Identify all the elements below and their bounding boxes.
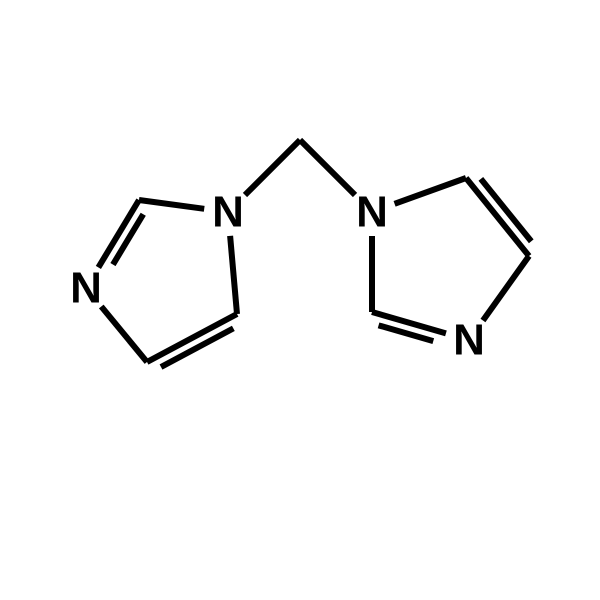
bond-line [483, 256, 529, 320]
atom-label-N: N [70, 264, 102, 313]
bond-line [139, 200, 204, 209]
bond-line [372, 312, 446, 333]
bond-line [395, 178, 466, 204]
atom-label-N: N [453, 316, 485, 365]
bond-line [147, 314, 237, 362]
bond-line [245, 140, 300, 195]
bond-line [300, 140, 355, 195]
bond-line [101, 307, 147, 362]
bond-line [466, 178, 529, 256]
molecule-canvas: N N N N [0, 0, 600, 600]
atom-label-N: N [356, 188, 388, 237]
bond-line [230, 236, 237, 314]
atom-label-N: N [212, 188, 244, 237]
